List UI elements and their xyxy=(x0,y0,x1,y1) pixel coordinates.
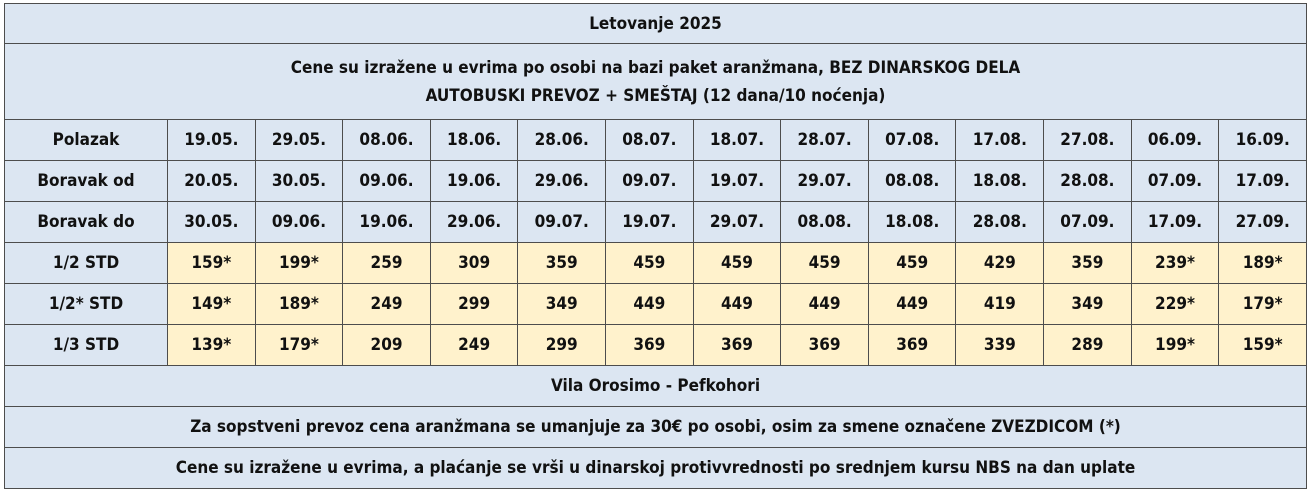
date-cell: 09.07. xyxy=(605,160,694,202)
price-cell: 449 xyxy=(605,283,694,325)
price-cell: 289 xyxy=(1043,324,1132,366)
row-label: Polazak xyxy=(4,119,168,161)
price-cell: 369 xyxy=(867,324,957,366)
price-cell: 429 xyxy=(955,242,1045,284)
price-cell: 259 xyxy=(342,242,431,284)
date-cell: 19.06. xyxy=(342,201,431,243)
price-cell: 459 xyxy=(780,242,869,284)
price-cell: 459 xyxy=(867,242,957,284)
price-cell: 459 xyxy=(692,242,782,284)
price-cell: 419 xyxy=(955,283,1045,325)
date-cell: 07.09. xyxy=(1043,201,1132,243)
subtitle-line-1: Cene su izražene u evrima po osobi na ba… xyxy=(290,57,1021,78)
price-cell: 369 xyxy=(780,324,869,366)
row-label: Boravak do xyxy=(4,201,168,243)
price-cell: 299 xyxy=(429,283,519,325)
date-cell: 16.09. xyxy=(1218,119,1307,161)
price-cell: 179* xyxy=(1218,283,1307,325)
date-cell: 29.07. xyxy=(780,160,869,202)
price-cell: 189* xyxy=(254,283,344,325)
date-cell: 17.09. xyxy=(1218,160,1307,202)
price-cell: 249 xyxy=(342,283,431,325)
price-cell: 349 xyxy=(517,283,607,325)
date-cell: 27.09. xyxy=(1218,201,1307,243)
date-cell: 30.05. xyxy=(254,160,344,202)
date-cell: 19.07. xyxy=(605,201,694,243)
date-cell: 07.09. xyxy=(1130,160,1220,202)
row-label: 1/2* STD xyxy=(4,283,168,325)
date-cell: 08.08. xyxy=(867,160,957,202)
price-cell: 179* xyxy=(254,324,344,366)
date-cell: 08.07. xyxy=(605,119,694,161)
date-cell: 17.09. xyxy=(1130,201,1220,243)
date-cell: 28.07. xyxy=(780,119,869,161)
price-cell: 149* xyxy=(167,283,256,325)
row-label: Boravak od xyxy=(4,160,168,202)
price-table: Letovanje 2025 Cene su izražene u evrima… xyxy=(4,3,1307,489)
row-label: 1/3 STD xyxy=(4,324,168,366)
payment-note: Cene su izražene u evrima, a plaćanje se… xyxy=(4,447,1307,489)
date-cell: 28.08. xyxy=(955,201,1045,243)
table-row: Polazak 19.05. 29.05. 08.06. 18.06. 28.06. 08.… xyxy=(4,119,1307,161)
date-cell: 09.07. xyxy=(517,201,607,243)
price-cell: 449 xyxy=(780,283,869,325)
property-name: Vila Orosimo - Pefkohori xyxy=(4,365,1307,407)
date-cell: 29.07. xyxy=(692,201,782,243)
date-cell: 27.08. xyxy=(1043,119,1132,161)
table-row: 1/2* STD 149* 189* 249 299 349 449 449 449 449 419… xyxy=(4,283,1307,325)
price-cell: 249 xyxy=(429,324,519,366)
table-row: Boravak do 30.05. 09.06. 19.06. 29.06. 09.07.… xyxy=(4,201,1307,243)
price-cell: 139* xyxy=(167,324,256,366)
date-cell: 29.05. xyxy=(254,119,344,161)
date-cell: 06.09. xyxy=(1130,119,1220,161)
date-cell: 07.08. xyxy=(867,119,957,161)
date-cell: 30.05. xyxy=(167,201,256,243)
price-cell: 199* xyxy=(254,242,344,284)
transport-note: Za sopstveni prevoz cena aranžmana se um… xyxy=(4,406,1307,448)
date-cell: 28.06. xyxy=(517,119,607,161)
price-cell: 189* xyxy=(1218,242,1307,284)
date-cell: 18.07. xyxy=(692,119,782,161)
table-row: 1/3 STD 139* 179* 209 249 299 369 369 369 369 339 2… xyxy=(4,324,1307,366)
date-cell: 29.06. xyxy=(517,160,607,202)
date-cell: 29.06. xyxy=(429,201,519,243)
price-list: Letovanje 2025 Cene su izražene u evrima… xyxy=(4,3,1307,489)
date-cell: 18.08. xyxy=(867,201,957,243)
price-cell: 449 xyxy=(692,283,782,325)
price-cell: 239* xyxy=(1130,242,1220,284)
price-cell: 299 xyxy=(517,324,607,366)
price-cell: 449 xyxy=(867,283,957,325)
date-cell: 28.08. xyxy=(1043,160,1132,202)
date-cell: 20.05. xyxy=(167,160,256,202)
price-cell: 369 xyxy=(605,324,694,366)
price-cell: 359 xyxy=(517,242,607,284)
table-row: Boravak od 20.05. 30.05. 09.06. 19.06. 29.06.… xyxy=(4,160,1307,202)
price-cell: 359 xyxy=(1043,242,1132,284)
date-cell: 19.07. xyxy=(692,160,782,202)
date-cell: 18.06. xyxy=(429,119,519,161)
date-cell: 18.08. xyxy=(955,160,1045,202)
date-cell: 08.06. xyxy=(342,119,431,161)
date-cell: 09.06. xyxy=(342,160,431,202)
price-cell: 199* xyxy=(1130,324,1220,366)
date-cell: 19.06. xyxy=(429,160,519,202)
price-cell: 349 xyxy=(1043,283,1132,325)
price-cell: 159* xyxy=(1218,324,1307,366)
date-cell: 09.06. xyxy=(254,201,344,243)
table-subtitle: Cene su izražene u evrima po osobi na ba… xyxy=(4,43,1307,120)
date-cell: 19.05. xyxy=(167,119,256,161)
price-cell: 209 xyxy=(342,324,431,366)
price-cell: 309 xyxy=(429,242,519,284)
price-cell: 159* xyxy=(167,242,256,284)
subtitle-line-2: AUTOBUSKI PREVOZ + SMEŠTAJ (12 dana/10 n… xyxy=(425,85,886,106)
date-cell: 17.08. xyxy=(955,119,1045,161)
table-row: 1/2 STD 159* 199* 259 309 359 459 459 459 459 429 3… xyxy=(4,242,1307,284)
price-cell: 229* xyxy=(1130,283,1220,325)
price-cell: 339 xyxy=(955,324,1045,366)
price-cell: 369 xyxy=(692,324,782,366)
row-label: 1/2 STD xyxy=(4,242,168,284)
price-cell: 459 xyxy=(605,242,694,284)
date-cell: 08.08. xyxy=(780,201,869,243)
table-title: Letovanje 2025 xyxy=(4,3,1307,44)
